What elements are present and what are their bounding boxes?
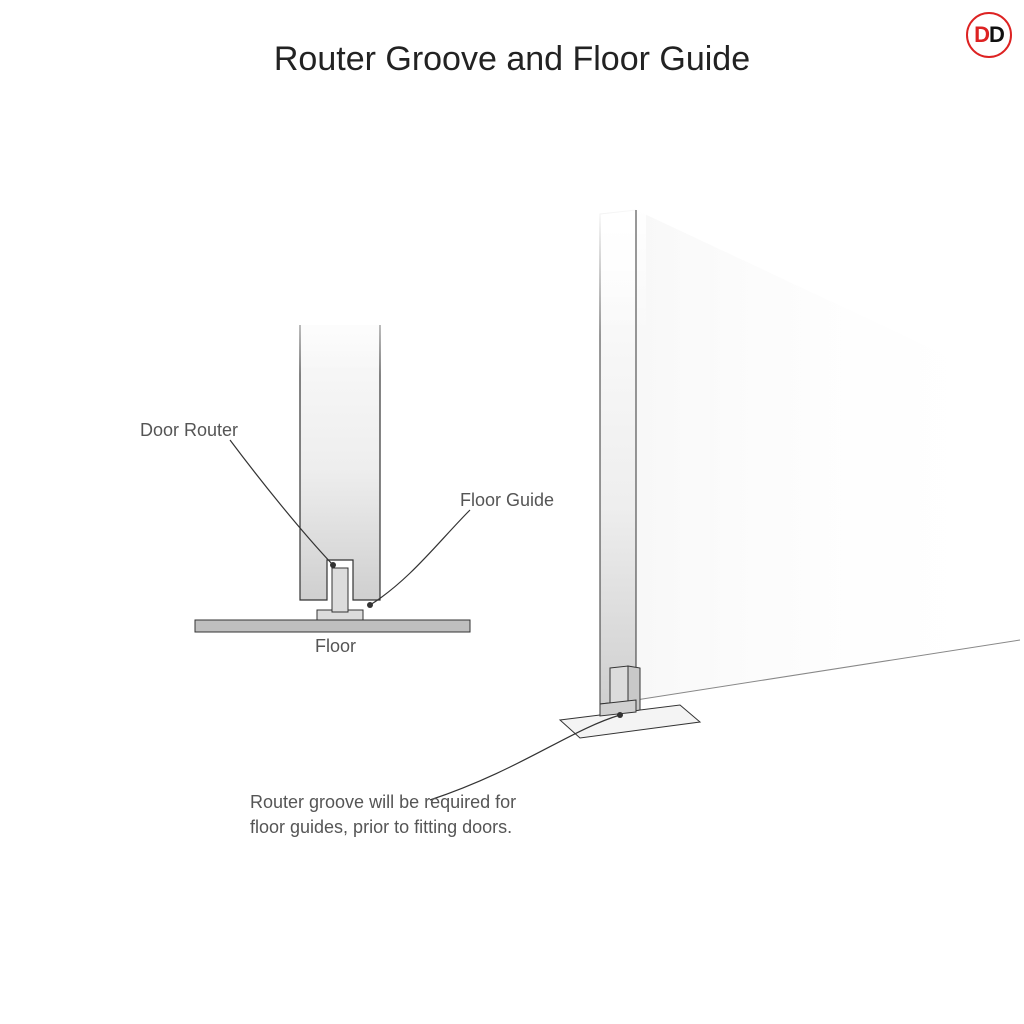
- floor-guide-leader: [370, 510, 470, 605]
- note-line-2: floor guides, prior to fitting doors.: [250, 815, 516, 840]
- diagram-svg: [0, 0, 1024, 1024]
- router-note: Router groove will be required for floor…: [250, 790, 516, 840]
- cross-section-group: [195, 265, 470, 632]
- floor-guide-label: Floor Guide: [460, 490, 554, 511]
- note-line-1: Router groove will be required for: [250, 790, 516, 815]
- door-router-label: Door Router: [140, 420, 238, 441]
- door-face-perspective: [636, 210, 1020, 700]
- floor-label: Floor: [315, 636, 356, 657]
